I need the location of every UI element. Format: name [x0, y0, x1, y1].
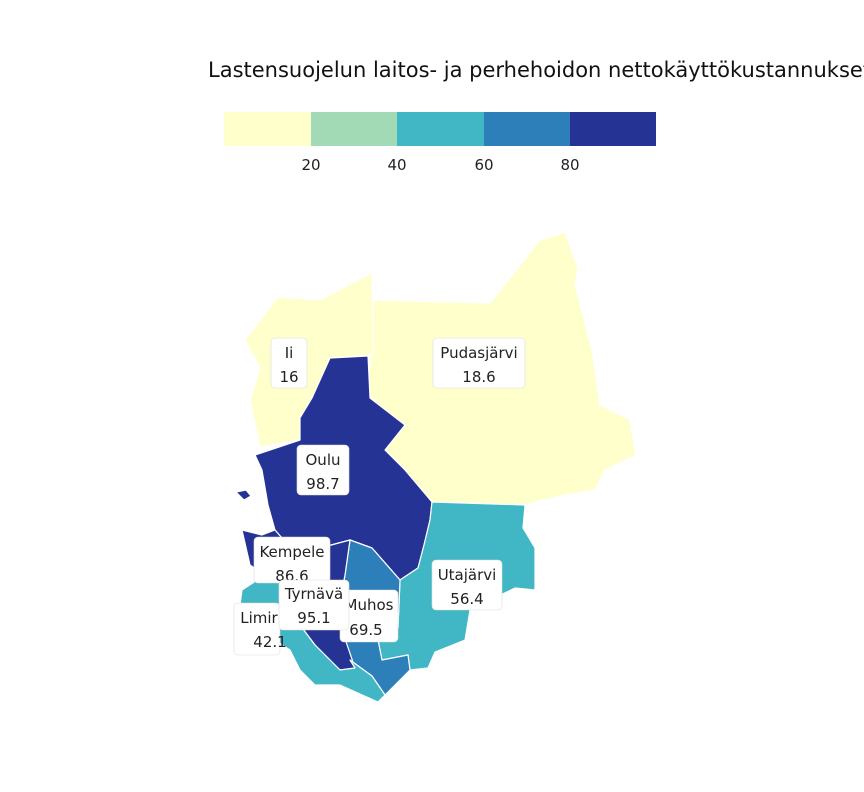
legend-tick-60: 60: [474, 156, 493, 174]
region-oulu-island[interactable]: [235, 489, 252, 501]
label-liminka-value: 42.1: [253, 633, 286, 651]
label-tyrnava-value: 95.1: [297, 609, 330, 627]
legend-bin-2: [311, 112, 397, 146]
legend-bin-1: [224, 112, 311, 146]
label-pudasjarvi-value: 18.6: [462, 368, 495, 386]
legend-bin-5: [570, 112, 656, 146]
label-pudasjarvi-name: Pudasjärvi: [440, 344, 517, 362]
label-utajarvi-name: Utajärvi: [438, 566, 497, 584]
label-tyrnava: Tyrnävä 95.1: [278, 579, 350, 631]
label-muhos: Muhos 69.5: [339, 589, 399, 643]
label-ii-value: 16: [279, 368, 298, 386]
legend-tick-80: 80: [560, 156, 579, 174]
label-muhos-value: 69.5: [349, 621, 382, 639]
legend: 20 40 60 80: [224, 112, 656, 174]
label-muhos-name: Muhos: [345, 596, 394, 614]
label-kempele-name: Kempele: [259, 543, 324, 561]
label-liminka: Limir 42.1: [233, 602, 287, 656]
municipality-regions: [235, 231, 637, 703]
legend-tick-40: 40: [387, 156, 406, 174]
map-title: Lastensuojelun laitos- ja perhehoidon ne…: [208, 58, 864, 82]
label-tyrnava-name: Tyrnävä: [284, 585, 343, 603]
label-liminka-name: Limir: [240, 609, 278, 627]
label-oulu: Oulu 98.7: [296, 444, 350, 496]
label-oulu-name: Oulu: [306, 451, 341, 469]
label-utajarvi-value: 56.4: [450, 590, 483, 608]
label-kempele: Kempele 86.6: [253, 536, 331, 585]
label-pudasjarvi: Pudasjärvi 18.6: [432, 337, 526, 389]
label-utajarvi: Utajärvi 56.4: [431, 559, 503, 611]
region-labels: Ii 16 Pudasjärvi 18.6 Oulu 98.7 Kempele …: [233, 337, 526, 656]
label-ii-name: Ii: [285, 344, 294, 362]
legend-bin-3: [397, 112, 484, 146]
label-oulu-value: 98.7: [306, 475, 339, 493]
label-ii: Ii 16: [270, 337, 308, 389]
legend-tick-20: 20: [301, 156, 320, 174]
legend-bin-4: [484, 112, 570, 146]
